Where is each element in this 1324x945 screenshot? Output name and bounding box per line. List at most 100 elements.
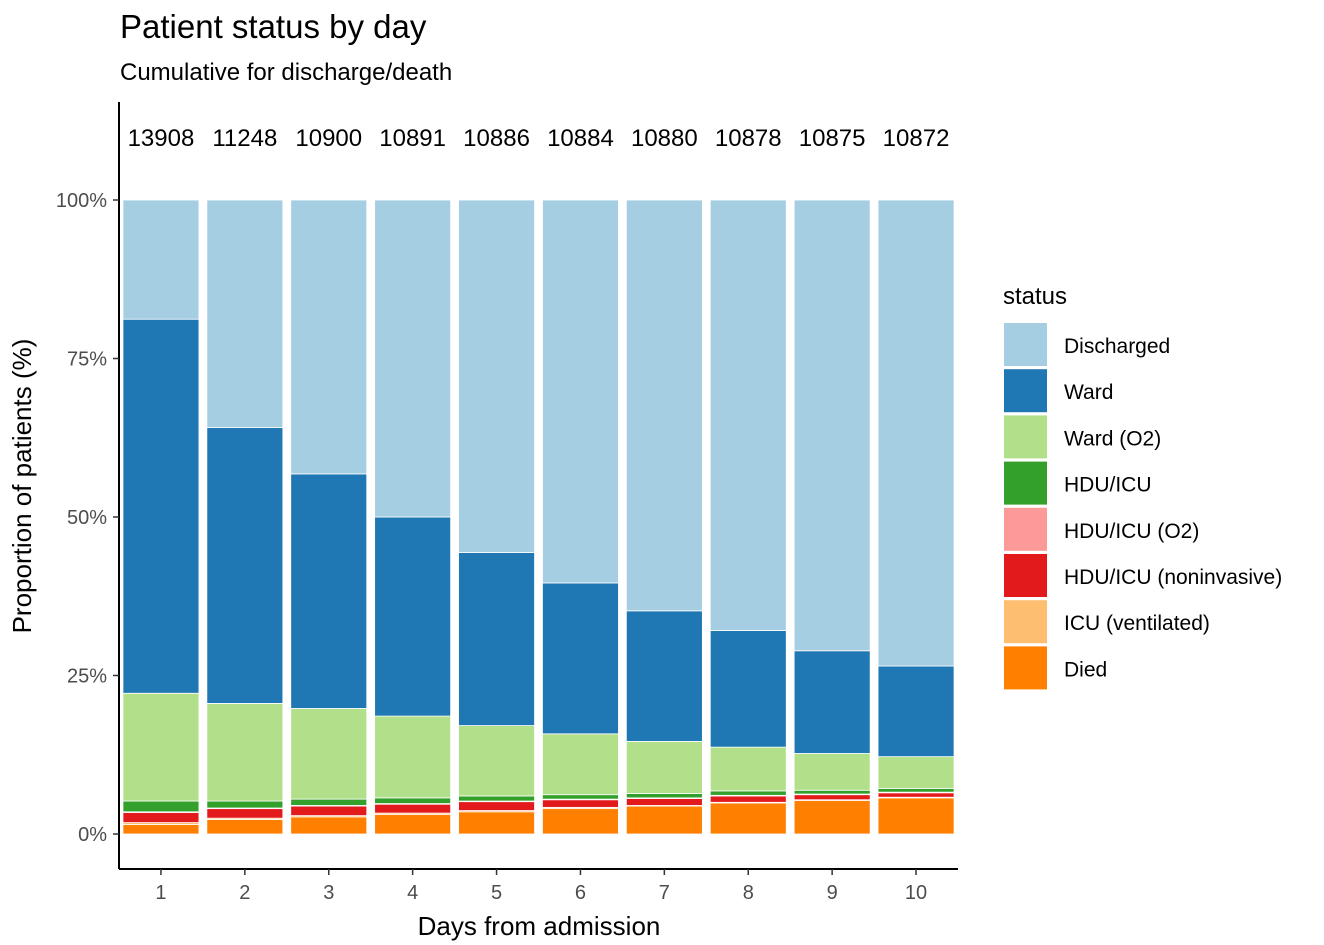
x-axis-title: Days from admission: [418, 911, 661, 941]
bar-segment-died-day-10: [877, 797, 955, 835]
bar-segment-hdu-icu-noninvasive--day-1: [122, 812, 200, 823]
bar-segment-died-day-8: [709, 802, 787, 835]
legend-label-hdu-icu: HDU/ICU: [1064, 474, 1152, 497]
bar-segment-hdu-icu-noninvasive--day-6: [542, 799, 619, 808]
bar-segment-ward-o2--day-8: [709, 746, 787, 792]
legend-key-discharged: [1004, 323, 1047, 366]
bar-segment-ward-day-3: [290, 473, 368, 709]
x-tick-label-1: 1: [155, 882, 166, 904]
bar-segment-discharged-day-1: [122, 199, 200, 320]
bar-segment-died-day-6: [542, 808, 619, 835]
legend: Discharged Ward Ward (O2) HDU/ICU HDU/ICU (O…: [1004, 323, 1282, 690]
bar-segment-hdu-icu-day-5: [458, 795, 535, 802]
count-label-day-8: 10878: [715, 125, 782, 152]
y-axis-title: Proportion of patients (%): [7, 339, 37, 634]
bar-segment-ward-day-2: [206, 427, 284, 704]
bar-segment-ward-o2--day-6: [542, 733, 619, 796]
bar-segment-hdu-icu-noninvasive--day-7: [625, 798, 703, 806]
count-label-day-4: 10891: [379, 125, 446, 152]
bar-segment-ward-day-8: [709, 630, 787, 748]
y-tick-label-2: 50%: [67, 507, 107, 529]
legend-key-ward-o2-: [1004, 415, 1047, 459]
axes-group: 0% 25% 50% 75% 100% 1 2 3 4 5 6 7 8 9 10: [56, 102, 958, 904]
count-label-day-2: 11248: [212, 125, 277, 152]
chart-title: Patient status by day: [120, 8, 427, 45]
bar-segment-hdu-icu-noninvasive--day-2: [206, 808, 284, 819]
legend-key-hdu-icu: [1004, 461, 1047, 505]
count-label-day-6: 10884: [547, 125, 614, 152]
bar-segment-died-day-5: [458, 811, 535, 835]
bar-segment-hdu-icu-day-4: [374, 797, 452, 804]
legend-label-ward: Ward: [1064, 381, 1113, 404]
bar-segment-hdu-icu-day-2: [206, 800, 284, 809]
bar-segment-hdu-icu-noninvasive--day-3: [290, 805, 368, 817]
bar-segment-ward-o2--day-2: [206, 703, 284, 802]
count-label-day-1: 13908: [128, 125, 195, 152]
bar-segment-hdu-icu-noninvasive--day-10: [877, 792, 955, 798]
legend-key-hdu-icu-noninvasive-: [1004, 554, 1047, 597]
bar-segment-discharged-day-2: [206, 199, 284, 429]
legend-label-died: Died: [1064, 658, 1107, 681]
bar-segment-ward-o2--day-5: [458, 725, 535, 797]
bar-segment-ward-day-6: [542, 582, 619, 735]
bar-segment-ward-day-10: [877, 665, 955, 758]
x-tick-label-2: 2: [239, 882, 250, 904]
legend-key-hdu-icu-o2-: [1004, 507, 1047, 551]
bar-segment-died-day-1: [122, 824, 200, 835]
legend-key-died: [1004, 646, 1047, 690]
y-tick-label-1: 25%: [67, 666, 107, 688]
x-tick-label-3: 3: [323, 882, 334, 904]
count-label-day-9: 10875: [799, 125, 866, 152]
bar-segment-discharged-day-9: [793, 199, 871, 652]
bar-segment-ward-o2--day-3: [290, 708, 368, 800]
bar-segment-ward-day-4: [374, 516, 452, 717]
bar-segment-died-day-4: [374, 813, 452, 835]
bar-segment-hdu-icu-day-6: [542, 794, 619, 800]
bar-segment-discharged-day-4: [374, 199, 452, 518]
bar-segment-ward-day-9: [793, 650, 871, 754]
bar-segment-hdu-icu-day-8: [709, 790, 787, 796]
bar-segment-discharged-day-8: [709, 199, 787, 631]
legend-label-ward-o2-: Ward (O2): [1064, 427, 1161, 450]
legend-label-icu-ventilated-: ICU (ventilated): [1064, 612, 1210, 635]
chart-subtitle: Cumulative for discharge/death: [120, 59, 452, 86]
bar-segment-died-day-3: [290, 816, 368, 835]
legend-label-hdu-icu-noninvasive-: HDU/ICU (noninvasive): [1064, 566, 1282, 589]
bar-segment-discharged-day-10: [877, 199, 955, 667]
bar-segment-discharged-day-3: [290, 199, 368, 475]
x-tick-label-10: 10: [905, 882, 927, 904]
y-tick-label-4: 100%: [56, 190, 107, 212]
bar-segment-hdu-icu-noninvasive--day-5: [458, 801, 535, 811]
x-tick-label-9: 9: [827, 882, 838, 904]
bar-segment-died-day-7: [625, 805, 703, 835]
x-tick-label-7: 7: [659, 882, 670, 904]
bar-segment-ward-o2--day-7: [625, 741, 703, 794]
legend-label-discharged: Discharged: [1064, 335, 1170, 358]
bar-segment-died-day-9: [793, 800, 871, 835]
legend-label-hdu-icu-o2-: HDU/ICU (O2): [1064, 520, 1199, 543]
bar-segment-hdu-icu-day-1: [122, 800, 200, 813]
bar-segment-ward-o2--day-1: [122, 692, 200, 802]
x-tick-label-5: 5: [491, 882, 502, 904]
bar-segment-hdu-icu-day-10: [877, 787, 955, 793]
bar-segment-discharged-day-5: [458, 199, 535, 553]
bar-segment-hdu-icu-noninvasive--day-9: [793, 794, 871, 801]
count-label-day-10: 10872: [883, 125, 950, 152]
bar-segment-ward-o2--day-10: [877, 756, 955, 789]
count-label-day-3: 10900: [295, 125, 362, 152]
bars-group: [122, 199, 955, 835]
x-tick-label-8: 8: [743, 882, 754, 904]
x-tick-label-6: 6: [575, 882, 586, 904]
x-tick-label-4: 4: [407, 882, 418, 904]
legend-key-ward: [1004, 369, 1047, 413]
legend-title: status: [1003, 283, 1067, 310]
bar-segment-hdu-icu-noninvasive--day-4: [374, 803, 452, 814]
bar-segment-discharged-day-7: [625, 199, 703, 612]
legend-key-icu-ventilated-: [1004, 600, 1047, 644]
count-label-day-7: 10880: [631, 125, 698, 152]
bar-segment-hdu-icu-day-9: [793, 789, 871, 795]
bar-segment-ward-day-5: [458, 552, 535, 726]
bar-segment-hdu-icu-day-7: [625, 793, 703, 799]
bar-segment-ward-o2--day-4: [374, 715, 452, 799]
